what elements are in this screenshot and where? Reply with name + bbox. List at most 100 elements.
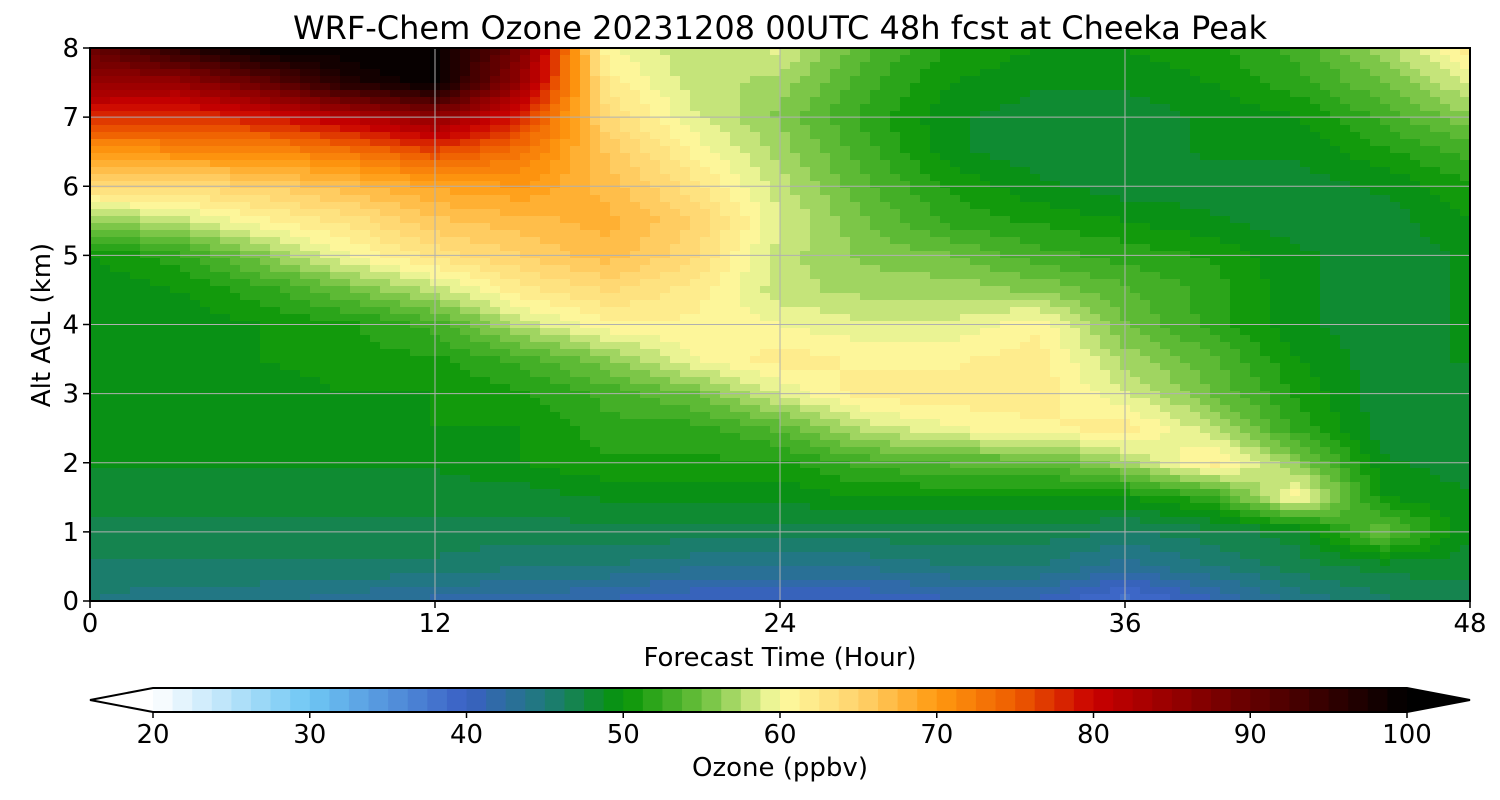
field-cell [220, 237, 231, 245]
field-cell [540, 62, 551, 70]
field-cell [1060, 160, 1071, 168]
field-cell [570, 48, 581, 56]
field-cell [90, 174, 101, 182]
field-cell [1350, 104, 1361, 112]
field-cell [300, 55, 311, 63]
field-cell [440, 195, 451, 203]
field-cell [700, 237, 711, 245]
field-cell [1260, 251, 1271, 259]
field-cell [750, 55, 761, 63]
field-cell [1260, 223, 1271, 231]
field-cell [1090, 223, 1101, 231]
field-cell [730, 160, 741, 168]
field-cell [920, 195, 931, 203]
field-cell [500, 132, 511, 140]
field-cell [450, 293, 461, 301]
field-cell [220, 90, 231, 98]
field-cell [1110, 111, 1121, 119]
field-cell [1450, 139, 1461, 147]
field-cell [360, 62, 371, 70]
field-cell [860, 216, 871, 224]
field-cell [560, 111, 571, 119]
field-cell [810, 216, 821, 224]
field-cell [1040, 118, 1051, 126]
field-cell [410, 230, 421, 238]
field-cell [1110, 125, 1121, 133]
field-cell [1460, 118, 1471, 126]
field-cell [420, 132, 431, 140]
field-cell [930, 146, 941, 154]
field-cell [1230, 48, 1241, 56]
field-cell [1250, 265, 1261, 273]
field-cell [290, 76, 301, 84]
field-cell [570, 279, 581, 287]
field-cell [540, 139, 551, 147]
field-cell [360, 76, 371, 84]
field-cell [870, 139, 881, 147]
field-cell [710, 181, 721, 189]
field-cell [1200, 55, 1211, 63]
field-cell [930, 97, 941, 105]
field-cell [460, 146, 471, 154]
field-cell [840, 76, 851, 84]
field-cell [320, 188, 331, 196]
field-cell [650, 181, 661, 189]
field-cell [320, 223, 331, 231]
field-cell [210, 160, 221, 168]
field-cell [1370, 244, 1381, 252]
field-cell [1320, 118, 1331, 126]
field-cell [1170, 223, 1181, 231]
field-cell [1390, 97, 1401, 105]
field-cell [660, 209, 671, 217]
field-cell [290, 62, 301, 70]
field-cell [1070, 146, 1081, 154]
field-cell [450, 90, 461, 98]
field-cell [390, 293, 401, 301]
field-cell [90, 300, 101, 308]
field-cell [840, 230, 851, 238]
field-cell [1370, 62, 1381, 70]
field-cell [240, 118, 251, 126]
field-cell [170, 258, 181, 266]
field-cell [830, 76, 841, 84]
field-cell [850, 125, 861, 133]
field-cell [1400, 188, 1411, 196]
field-cell [1310, 174, 1321, 182]
field-cell [630, 125, 641, 133]
field-cell [1260, 125, 1271, 133]
field-cell [370, 76, 381, 84]
field-cell [210, 153, 221, 161]
field-cell [1240, 223, 1251, 231]
field-cell [910, 272, 921, 280]
field-cell [530, 244, 541, 252]
field-cell [140, 97, 151, 105]
field-cell [290, 209, 301, 217]
field-cell [870, 251, 881, 259]
field-cell [880, 174, 891, 182]
field-cell [1380, 188, 1391, 196]
field-cell [1380, 209, 1391, 217]
field-cell [240, 293, 251, 301]
field-cell [1340, 202, 1351, 210]
field-cell [700, 139, 711, 147]
field-cell [240, 181, 251, 189]
field-cell [300, 83, 311, 91]
field-cell [1390, 48, 1401, 56]
field-cell [820, 195, 831, 203]
field-cell [1050, 258, 1061, 266]
field-cell [1180, 83, 1191, 91]
field-cell [890, 279, 901, 287]
field-cell [1000, 279, 1011, 287]
field-cell [1240, 216, 1251, 224]
field-cell [670, 90, 681, 98]
field-cell [1280, 202, 1291, 210]
field-cell [1060, 90, 1071, 98]
field-cell [1170, 293, 1181, 301]
field-cell [200, 167, 211, 175]
field-cell [1430, 265, 1441, 273]
field-cell [700, 76, 711, 84]
field-cell [1410, 174, 1421, 182]
field-cell [1430, 230, 1441, 238]
field-cell [780, 69, 791, 77]
field-cell [1050, 104, 1061, 112]
